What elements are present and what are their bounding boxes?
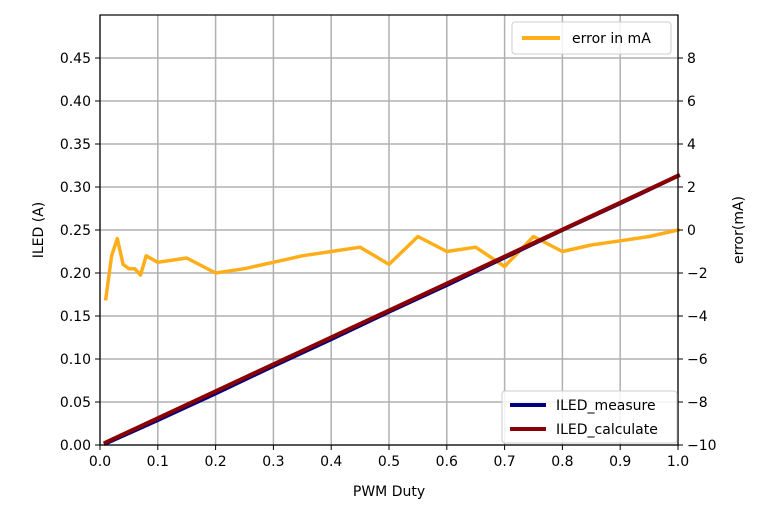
- y2-tick-label: 4: [687, 137, 696, 153]
- y2-tick-label: 0: [687, 223, 696, 239]
- series-line-error-in-ma: [103, 227, 681, 301]
- plot-area: [103, 173, 681, 446]
- x-tick-label: 1.0: [667, 454, 689, 470]
- y2-tick-label: −10: [687, 438, 717, 454]
- y-tick-label: 0.00: [60, 438, 91, 454]
- x-tick-label: 0.6: [436, 454, 458, 470]
- series-line-iled-calculate: [103, 173, 681, 446]
- x-tick-label: 0.2: [204, 454, 226, 470]
- y2-tick-label: −4: [687, 309, 708, 325]
- x-tick-label: 0.8: [551, 454, 573, 470]
- legend-bottom-right: ILED_measure ILED_calculate: [501, 390, 678, 444]
- y-tick-label: 0.10: [60, 352, 91, 368]
- y2-tick-label: −8: [687, 395, 708, 411]
- x-tick-label: 0.4: [320, 454, 342, 470]
- left-axis-ticks: 0.00 0.05 0.10 0.15 0.20 0.25 0.30 0.35 0.40 0.45: [60, 51, 100, 454]
- y2-tick-label: 8: [687, 51, 696, 67]
- legend-label-measure: ILED_measure: [556, 398, 656, 414]
- y2-tick-label: 2: [687, 180, 696, 196]
- x-tick-label: 0.9: [609, 454, 631, 470]
- right-axis-ticks: −10 −8 −6 −4 −2 0 2 4 6 8: [678, 51, 717, 454]
- y-tick-label: 0.35: [60, 137, 91, 153]
- x-tick-label: 0.0: [89, 454, 111, 470]
- y-tick-label: 0.30: [60, 180, 91, 196]
- x-axis-title: PWM Duty: [353, 484, 425, 500]
- y-axis-title: ILED (A): [31, 202, 47, 259]
- y2-tick-label: −6: [687, 352, 708, 368]
- y-tick-label: 0.40: [60, 94, 91, 110]
- legend-label-calculate: ILED_calculate: [556, 422, 658, 438]
- x-tick-label: 0.1: [147, 454, 169, 470]
- bottom-axis-ticks: 0.0 0.1 0.2 0.3 0.4 0.5 0.6 0.7 0.8 0.9 1.0: [89, 445, 689, 470]
- x-tick-label: 0.3: [262, 454, 284, 470]
- legend-top-right: error in mA: [511, 21, 672, 55]
- legend-top-right-box: [511, 21, 672, 55]
- y-tick-label: 0.15: [60, 309, 91, 325]
- y-tick-label: 0.25: [60, 223, 91, 239]
- y-tick-label: 0.45: [60, 51, 91, 67]
- y-tick-label: 0.20: [60, 266, 91, 282]
- y2-axis-title: error(mA): [731, 196, 747, 264]
- y2-tick-label: 6: [687, 94, 696, 110]
- legend-label-error: error in mA: [572, 31, 651, 47]
- y-tick-label: 0.05: [60, 395, 91, 411]
- x-tick-label: 0.5: [378, 454, 400, 470]
- x-tick-label: 0.7: [493, 454, 515, 470]
- y2-tick-label: −2: [687, 266, 708, 282]
